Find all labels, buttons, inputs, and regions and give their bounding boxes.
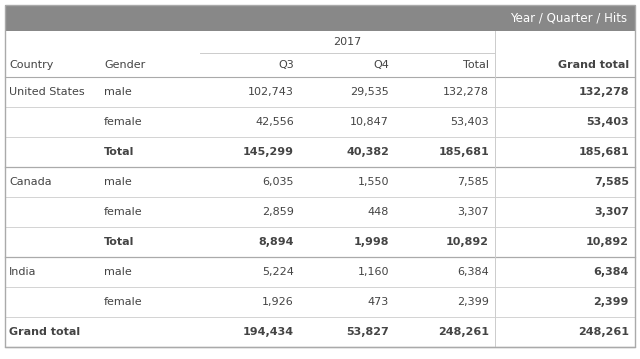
Text: 53,403: 53,403: [586, 117, 629, 127]
Text: 248,261: 248,261: [578, 327, 629, 337]
Text: 3,307: 3,307: [594, 207, 629, 217]
Text: Grand total: Grand total: [558, 60, 629, 70]
Text: 1,160: 1,160: [358, 267, 389, 277]
Text: 3,307: 3,307: [458, 207, 489, 217]
Text: Total: Total: [104, 147, 134, 157]
Text: female: female: [104, 297, 143, 307]
Text: 185,681: 185,681: [579, 147, 629, 157]
Text: 248,261: 248,261: [438, 327, 489, 337]
Text: 2017: 2017: [333, 37, 362, 47]
Text: Q3: Q3: [278, 60, 294, 70]
Text: Total: Total: [463, 60, 489, 70]
Text: 132,278: 132,278: [443, 87, 489, 97]
Text: 6,384: 6,384: [594, 267, 629, 277]
Text: female: female: [104, 117, 143, 127]
Text: 1,926: 1,926: [262, 297, 294, 307]
Text: female: female: [104, 207, 143, 217]
Text: 10,892: 10,892: [446, 237, 489, 247]
Text: Q4: Q4: [373, 60, 389, 70]
Text: India: India: [9, 267, 36, 277]
Text: 132,278: 132,278: [579, 87, 629, 97]
Text: 10,892: 10,892: [586, 237, 629, 247]
Text: 473: 473: [368, 297, 389, 307]
Text: 448: 448: [367, 207, 389, 217]
Text: Canada: Canada: [9, 177, 52, 187]
Text: 7,585: 7,585: [457, 177, 489, 187]
Text: 10,847: 10,847: [350, 117, 389, 127]
Text: male: male: [104, 87, 132, 97]
Text: United States: United States: [9, 87, 84, 97]
Text: 6,384: 6,384: [457, 267, 489, 277]
Text: 8,894: 8,894: [259, 237, 294, 247]
Bar: [5, 5, 635, 31]
Text: Year / Quarter / Hits: Year / Quarter / Hits: [510, 11, 627, 24]
Text: 40,382: 40,382: [346, 147, 389, 157]
Text: 5,224: 5,224: [262, 267, 294, 277]
Text: 145,299: 145,299: [243, 147, 294, 157]
Text: Total: Total: [104, 237, 134, 247]
Text: 2,399: 2,399: [594, 297, 629, 307]
Text: 194,434: 194,434: [243, 327, 294, 337]
Text: Country: Country: [9, 60, 53, 70]
Text: 2,399: 2,399: [457, 297, 489, 307]
Text: 6,035: 6,035: [262, 177, 294, 187]
Text: 185,681: 185,681: [438, 147, 489, 157]
Text: 2,859: 2,859: [262, 207, 294, 217]
Text: 29,535: 29,535: [350, 87, 389, 97]
Text: 1,550: 1,550: [358, 177, 389, 187]
Text: 1,998: 1,998: [353, 237, 389, 247]
Text: 53,403: 53,403: [451, 117, 489, 127]
Text: male: male: [104, 177, 132, 187]
Text: male: male: [104, 267, 132, 277]
Text: 7,585: 7,585: [594, 177, 629, 187]
Text: Gender: Gender: [104, 60, 145, 70]
Text: 53,827: 53,827: [346, 327, 389, 337]
Text: 102,743: 102,743: [248, 87, 294, 97]
Text: 42,556: 42,556: [255, 117, 294, 127]
Text: Grand total: Grand total: [9, 327, 80, 337]
